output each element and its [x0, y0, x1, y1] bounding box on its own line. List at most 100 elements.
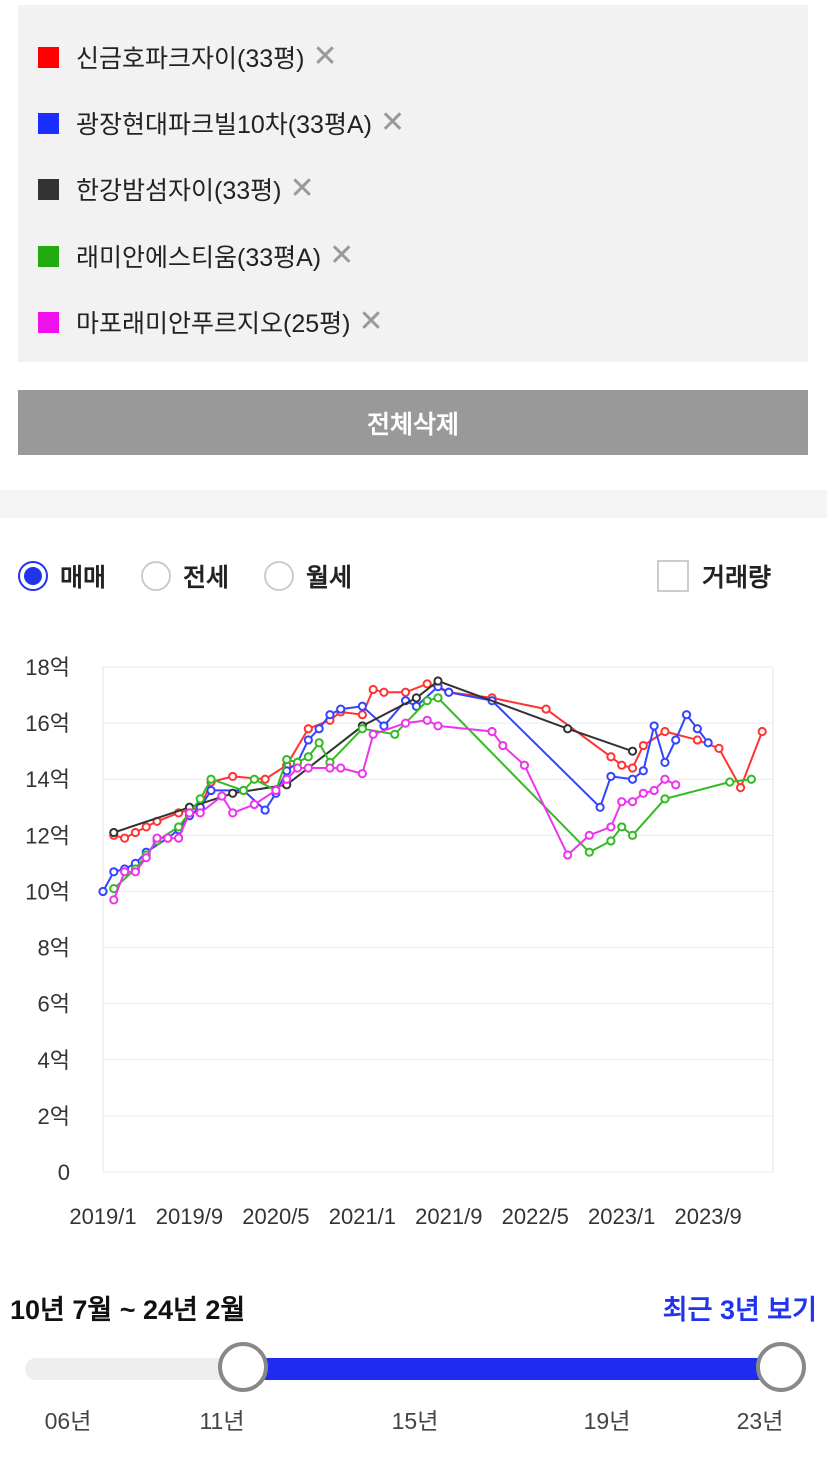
data-point: [433, 676, 443, 686]
data-point: [584, 847, 594, 857]
data-point: [336, 704, 346, 714]
delete-all-button[interactable]: 전체삭제: [18, 390, 808, 455]
data-point: [130, 827, 141, 838]
radio-sale[interactable]: 매매: [18, 558, 106, 594]
range-start-handle[interactable]: [218, 1342, 268, 1392]
legend-label: 마포래미안푸르지오(25평): [76, 310, 351, 338]
data-point: [217, 791, 227, 801]
data-point: [606, 771, 616, 782]
data-point: [617, 760, 627, 770]
data-point: [649, 785, 659, 796]
data-point: [617, 797, 627, 807]
data-point: [357, 769, 367, 779]
data-point: [703, 738, 713, 748]
volume-toggle[interactable]: 거래량: [657, 558, 771, 594]
data-point: [617, 822, 627, 832]
x-tick-label: 2021/1: [329, 1204, 396, 1229]
recent-3y-link[interactable]: 최근 3년 보기: [662, 1295, 817, 1325]
remove-icon[interactable]: ✕: [312, 40, 338, 73]
radio-monthly[interactable]: 월세: [264, 558, 352, 594]
data-point: [735, 783, 746, 793]
data-point: [260, 774, 270, 784]
data-point: [660, 794, 670, 804]
data-point: [184, 808, 195, 818]
remove-icon[interactable]: ✕: [379, 106, 406, 139]
radio-sale-label: 매매: [60, 564, 107, 592]
data-point: [249, 774, 259, 784]
x-tick-label: 2023/1: [588, 1204, 655, 1229]
data-point: [606, 822, 616, 832]
y-tick-label: 10억: [25, 879, 70, 904]
data-point: [141, 853, 151, 863]
data-point: [649, 721, 659, 731]
data-point: [120, 833, 130, 843]
price-chart: 0 2억 4억 6억 8억 10억 12억 14억 16억 18억 2019/1 2019/9 2020…: [25, 655, 774, 1229]
radio-jeonse[interactable]: 전세: [141, 558, 229, 594]
data-point: [271, 785, 281, 796]
legend-swatch: #ff0000: [38, 46, 59, 68]
data-point: [400, 718, 411, 728]
data-point: [174, 822, 184, 832]
data-point: [411, 693, 421, 703]
legend-label: 한강밤섬자이(33평): [76, 177, 282, 205]
range-end-handle[interactable]: [756, 1342, 806, 1392]
y-tick-label: 14억: [25, 767, 70, 792]
remove-icon[interactable]: ✕: [289, 172, 315, 205]
data-point: [671, 780, 681, 790]
data-point: [195, 794, 205, 804]
legend-item: #22aa11 래미안에스티움(33평A)✕: [38, 240, 354, 272]
data-point: [325, 763, 335, 773]
section-divider: [0, 490, 827, 518]
data-point: [627, 763, 638, 773]
data-point: [627, 797, 638, 807]
data-point: [411, 701, 421, 711]
data-point: [714, 743, 724, 753]
data-point: [627, 830, 638, 840]
data-point: [746, 774, 756, 784]
radio-jeonse-label: 전세: [183, 564, 230, 592]
data-point: [638, 766, 648, 776]
data-point: [206, 774, 216, 784]
data-point: [379, 687, 389, 697]
data-point: [725, 777, 735, 787]
legend-panel: [18, 5, 808, 362]
data-point: [109, 827, 119, 838]
y-tick-label: 18억: [25, 655, 70, 680]
data-point: [303, 724, 313, 734]
legend-item: #333333 한강밤섬자이(33평)✕: [38, 173, 315, 205]
data-point: [357, 724, 367, 734]
y-tick-label: 8억: [38, 936, 70, 961]
radio-monthly-circle[interactable]: [264, 561, 294, 591]
x-tick-label: 2023/9: [675, 1204, 742, 1229]
remove-icon[interactable]: ✕: [358, 305, 384, 338]
data-point: [228, 808, 238, 818]
data-point: [681, 710, 692, 720]
data-point: [228, 788, 238, 798]
data-point: [519, 760, 530, 770]
remove-icon[interactable]: ✕: [329, 239, 355, 272]
legend-label: 래미안에스티움(33평A): [76, 244, 322, 272]
data-point: [444, 687, 454, 697]
radio-sale-circle[interactable]: [18, 561, 48, 591]
volume-label: 거래량: [702, 564, 772, 592]
y-tick-label: 2억: [38, 1104, 70, 1129]
data-point: [379, 721, 389, 731]
radio-jeonse-circle[interactable]: [141, 561, 171, 591]
range-tick: 23년: [736, 1408, 784, 1434]
data-point: [606, 752, 616, 762]
y-tick-label: 0: [58, 1160, 70, 1185]
x-tick-label: 2019/1: [69, 1204, 136, 1229]
range-tick: 11년: [199, 1408, 245, 1434]
data-point: [249, 799, 259, 810]
data-point: [433, 721, 443, 731]
range-tick: 19년: [583, 1408, 631, 1434]
data-point: [541, 704, 551, 714]
range-tick: 15년: [391, 1408, 439, 1434]
data-point: [303, 735, 313, 745]
data-point: [174, 833, 184, 843]
data-point: [206, 785, 216, 796]
data-point: [303, 752, 313, 762]
data-point: [325, 710, 335, 720]
data-point: [390, 729, 400, 739]
volume-checkbox[interactable]: [657, 560, 689, 592]
